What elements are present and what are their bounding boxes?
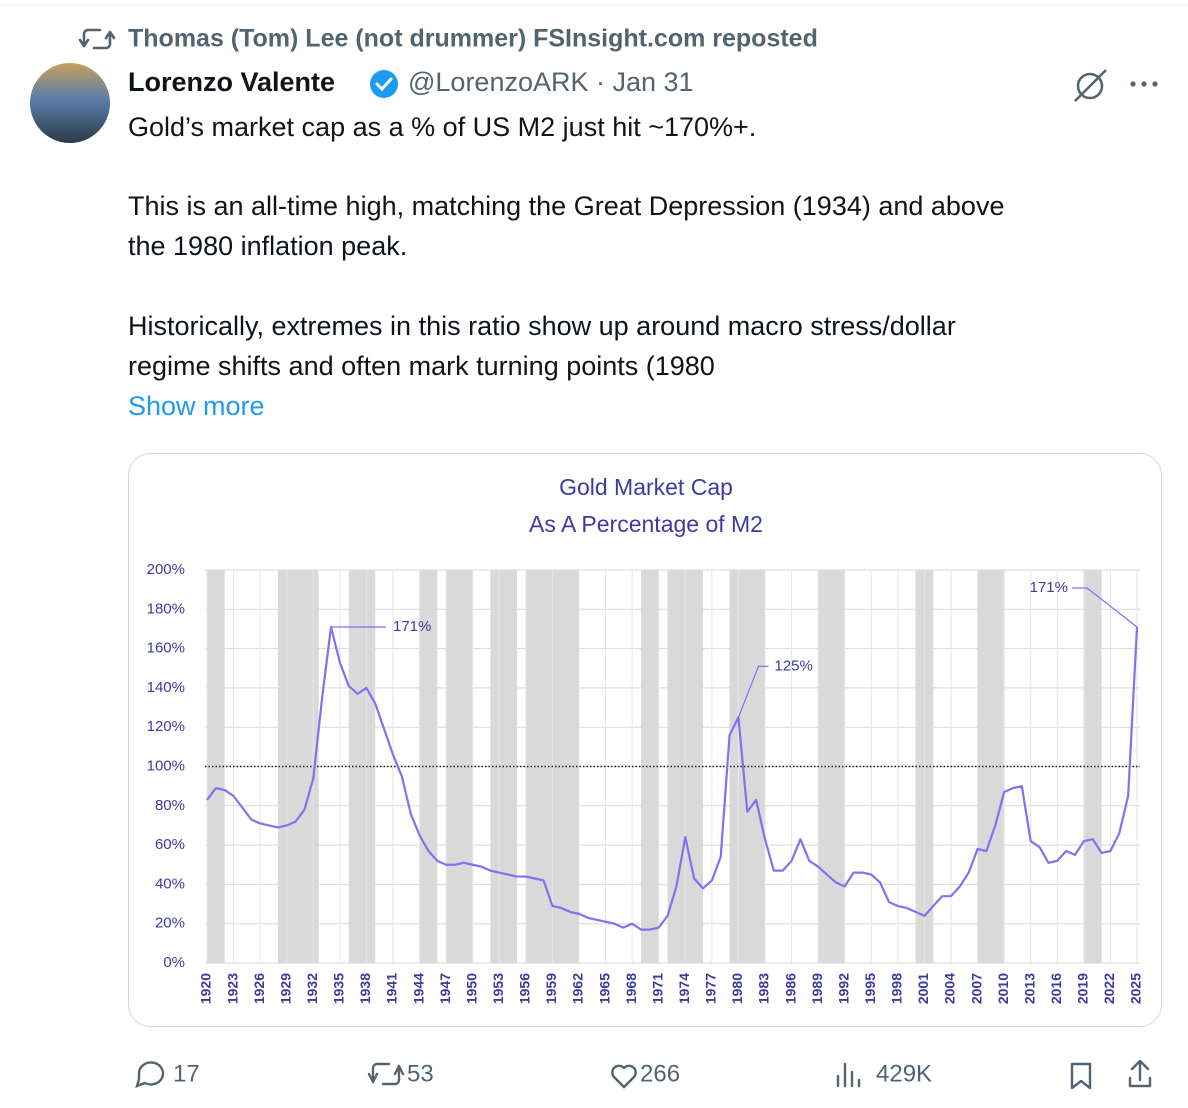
avatar[interactable] [30, 63, 110, 143]
x-tick-label: 1986 [782, 973, 798, 1004]
share-icon[interactable] [1128, 1059, 1152, 1088]
y-tick-label: 20% [155, 915, 185, 932]
x-tick-label: 1962 [570, 973, 586, 1004]
chart-title: Gold Market Cap [559, 474, 733, 500]
chart-subtitle: As A Percentage of M2 [529, 511, 763, 537]
author-name[interactable]: Lorenzo Valente [128, 67, 335, 97]
x-tick-label: 1995 [862, 973, 878, 1004]
x-tick-label: 2019 [1075, 973, 1091, 1004]
x-tick-label: 1965 [596, 973, 612, 1004]
x-tick-label: 2022 [1101, 973, 1117, 1004]
x-tick-label: 1935 [331, 973, 347, 1004]
verified-badge [370, 70, 398, 98]
x-tick-label: 1974 [676, 973, 692, 1004]
x-tick-label: 1944 [410, 973, 426, 1004]
x-tick-label: 2010 [995, 973, 1011, 1004]
y-tick-label: 140% [147, 679, 185, 696]
x-tick-label: 1950 [463, 973, 479, 1004]
x-tick-label: 1947 [437, 973, 453, 1004]
x-tick-label: 1926 [251, 973, 267, 1004]
views-icon[interactable] [836, 1062, 861, 1088]
annotation-label: 171% [393, 618, 431, 635]
x-tick-label: 1920 [198, 973, 214, 1004]
x-tick-label: 1923 [224, 973, 240, 1004]
grok-icon[interactable] [1074, 69, 1107, 102]
repost-icon [78, 28, 116, 50]
reply-count[interactable]: 17 [173, 1060, 200, 1087]
annotation-label: 171% [1030, 579, 1068, 596]
y-tick-label: 120% [147, 718, 185, 735]
x-tick-label: 1989 [809, 973, 825, 1004]
x-tick-label: 1956 [517, 973, 533, 1004]
repost-count[interactable]: 53 [407, 1060, 434, 1087]
x-tick-label: 1938 [357, 973, 373, 1004]
x-tick-label: 1992 [835, 973, 851, 1004]
y-tick-label: 200% [147, 561, 185, 578]
reply-icon[interactable] [135, 1061, 165, 1088]
annotation-leader [1072, 587, 1138, 628]
y-tick-label: 100% [147, 757, 185, 774]
y-tick-label: 60% [155, 836, 185, 853]
x-tick-label: 2013 [1021, 973, 1037, 1004]
y-tick-label: 160% [147, 640, 185, 657]
tweet-line: Historically, extremes in this ratio sho… [128, 311, 956, 341]
tweet-line: Gold’s market cap as a % of US M2 just h… [128, 112, 756, 142]
y-tick-label: 40% [155, 875, 185, 892]
x-tick-label: 2025 [1128, 973, 1144, 1004]
y-tick-label: 80% [155, 797, 185, 814]
plot: 0% 20% 40% 60% 80% 100% 120% 140% 160% 180% 200% 19… [147, 561, 1144, 1004]
x-tick-label: 1983 [756, 973, 772, 1004]
tweet-line: This is an all-time high, matching the G… [128, 191, 1004, 221]
y-tick-label: 180% [147, 600, 185, 617]
x-tick-label: 1998 [889, 973, 905, 1004]
bookmark-icon[interactable] [1070, 1062, 1092, 1090]
tweet-line: regime shifts and often mark turning poi… [128, 351, 715, 381]
x-tick-label: 2004 [942, 973, 958, 1004]
x-tick-label: 1980 [729, 973, 745, 1004]
x-tick-label: 1929 [277, 973, 293, 1004]
x-tick-label: 2007 [968, 973, 984, 1004]
handle-date[interactable]: @LorenzoARK · Jan 31 [408, 67, 694, 97]
repost-button-icon[interactable] [367, 1062, 405, 1086]
like-icon[interactable] [611, 1064, 637, 1089]
annotation-label: 125% [774, 657, 812, 674]
x-tick-label: 1941 [384, 973, 400, 1004]
x-tick-label: 1971 [649, 973, 665, 1004]
show-more[interactable]: Show more [128, 391, 265, 421]
x-tick-label: 1953 [490, 973, 506, 1004]
data-line [206, 625, 1139, 931]
x-tick-label: 1968 [623, 973, 639, 1004]
x-tick-label: 1932 [304, 973, 320, 1004]
y-tick-label: 0% [163, 954, 185, 971]
tweet-line: the 1980 inflation peak. [128, 231, 407, 261]
x-tick-label: 1977 [703, 973, 719, 1004]
annotation-leader [737, 665, 769, 718]
x-tick-label: 1959 [543, 973, 559, 1004]
x-tick-label: 2001 [915, 973, 931, 1004]
like-count[interactable]: 266 [640, 1060, 680, 1087]
more-icon[interactable] [1130, 81, 1158, 87]
view-count[interactable]: 429K [876, 1060, 932, 1087]
x-tick-label: 2016 [1048, 973, 1064, 1004]
repost-line: Thomas (Tom) Lee (not drummer) FSInsight… [128, 25, 818, 53]
